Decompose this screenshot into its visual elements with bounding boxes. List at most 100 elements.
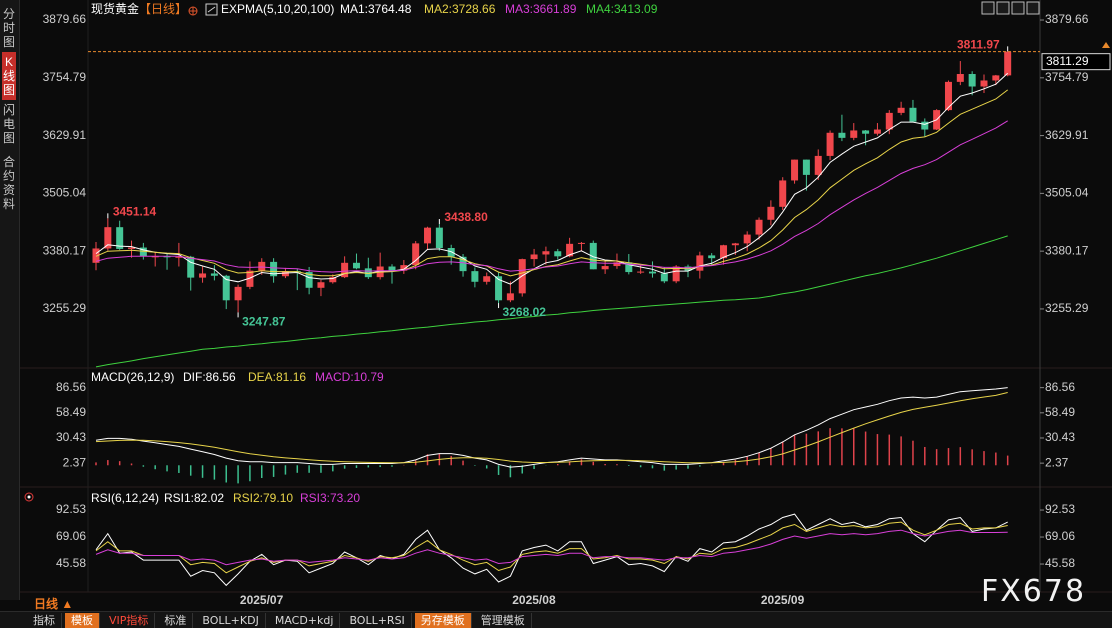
icon-zoom[interactable]	[996, 1, 1010, 15]
candle-body	[92, 248, 100, 263]
candle-body	[116, 227, 124, 249]
candle-body	[175, 256, 183, 258]
toolbar-item[interactable]: BOLL+RSI	[343, 612, 412, 628]
toolbar-item[interactable]: 管理模板	[475, 612, 532, 628]
legend-entry: DEA:81.16	[248, 370, 306, 384]
icon-prev[interactable]	[1011, 1, 1025, 15]
candle-body	[648, 271, 656, 274]
last-price-box	[1041, 53, 1111, 71]
toolbar: 指标 模板 VIP指标 标准 BOLL+KDJ MACD+kdj BOLL+RS…	[0, 611, 1112, 628]
toolbar-item[interactable]: 标准	[158, 612, 194, 628]
y-tick-label: 3255.29	[1045, 301, 1089, 315]
candle-body	[944, 81, 952, 111]
candle-body	[814, 155, 822, 175]
y-tick-label: 58.49	[1045, 405, 1075, 419]
low-label: 3247.87	[242, 315, 286, 329]
candle-body	[909, 107, 917, 122]
legend-entry: MA3:3661.89	[505, 2, 577, 16]
y-tick-label: 3505.04	[1045, 186, 1089, 200]
indicator-line	[95, 72, 1009, 285]
candle-body	[258, 261, 266, 271]
candle-body	[483, 276, 491, 282]
candle-body	[246, 270, 254, 287]
toolbar-item[interactable]: 模板	[65, 612, 100, 628]
candle-body	[767, 206, 775, 220]
price-marker	[1102, 42, 1110, 48]
y-tick-label: 3629.91	[43, 128, 87, 142]
candle-body	[1004, 51, 1012, 76]
candle-body	[542, 251, 550, 255]
indicator-line	[95, 235, 1008, 368]
candle-body	[352, 262, 360, 269]
y-tick-label: 3879.66	[43, 12, 87, 26]
candle-body	[341, 262, 349, 278]
y-tick-label: 92.53	[56, 502, 86, 516]
candle-body	[850, 130, 858, 138]
candle-body	[826, 132, 834, 156]
toolbar-item[interactable]: 指标	[27, 612, 62, 628]
candle-body	[270, 261, 278, 277]
candle-body	[637, 271, 645, 273]
x-tick-label: 2025/07	[240, 593, 284, 607]
candle-body	[388, 266, 396, 271]
candle-body	[980, 80, 988, 87]
candle-body	[720, 245, 728, 259]
header-icons	[188, 3, 218, 16]
y-tick-label: 2.37	[63, 455, 87, 469]
watermark: FX678	[981, 574, 1087, 609]
candle-body	[199, 273, 207, 278]
window-icons	[981, 1, 1040, 15]
high-label: 3438.80	[444, 210, 488, 224]
y-tick-label: 2.37	[1045, 455, 1069, 469]
candle-body	[992, 75, 1000, 81]
candle-body	[281, 271, 289, 277]
candle-body	[660, 273, 668, 282]
y-tick-label: 30.43	[56, 430, 86, 444]
x-tick-label: 2025/08	[512, 593, 556, 607]
indicator-line	[95, 521, 1008, 574]
y-tick-label: 3754.79	[43, 70, 87, 84]
icon-next[interactable]	[1026, 1, 1040, 15]
candle-body	[222, 275, 230, 301]
x-tick-label: 2025/09	[761, 593, 805, 607]
indicator-icon[interactable]	[205, 3, 218, 16]
header-indicator: EXPMA(5,10,20,100)	[221, 2, 334, 16]
period-selector[interactable]: 日线 ▲	[34, 597, 74, 611]
candle-body	[305, 272, 313, 288]
candle-body	[364, 268, 372, 278]
y-tick-label: 92.53	[1045, 502, 1075, 516]
icon-move[interactable]	[981, 1, 995, 15]
candle-body	[802, 159, 810, 175]
toolbar-item[interactable]: 另存模板	[414, 612, 472, 628]
header-subtitle: 【日线】	[139, 2, 187, 16]
y-tick-label: 86.56	[1045, 380, 1075, 394]
y-tick-label: 69.06	[56, 529, 86, 543]
y-tick-label: 30.43	[1045, 430, 1075, 444]
candle-body	[613, 262, 621, 267]
y-tick-label: 3380.17	[43, 243, 87, 257]
candle-body	[566, 243, 574, 257]
candle-body	[577, 242, 585, 244]
candle-body	[210, 273, 218, 276]
sidebar-tab[interactable]: K线图	[2, 52, 16, 100]
candle-body	[104, 227, 112, 249]
toolbar-item[interactable]: MACD+kdj	[269, 612, 341, 628]
candle-body	[471, 271, 479, 282]
toolbar-item[interactable]: VIP指标	[103, 612, 156, 628]
candle-body	[743, 234, 751, 244]
legend-entry: RSI1:82.02	[164, 491, 224, 505]
toolbar-item[interactable]: BOLL+KDJ	[196, 612, 266, 628]
candle-body	[956, 74, 964, 82]
candle-body	[779, 180, 787, 207]
high-label: 3811.97	[957, 38, 1000, 52]
candle-body	[447, 248, 455, 257]
candle-body	[897, 107, 905, 113]
rsi-settings-icon[interactable]	[24, 492, 34, 502]
sidebar: 分时图 K线图 闪电图 合约资料	[0, 0, 20, 600]
sidebar-tab[interactable]: 合约资料	[2, 155, 15, 211]
sidebar-tab[interactable]: 分时图	[2, 7, 15, 49]
header-title: 现货黄金	[91, 1, 139, 16]
legend-entry: MACD:10.79	[315, 370, 384, 384]
candle-body	[554, 251, 562, 257]
sidebar-tab[interactable]: 闪电图	[2, 103, 15, 145]
